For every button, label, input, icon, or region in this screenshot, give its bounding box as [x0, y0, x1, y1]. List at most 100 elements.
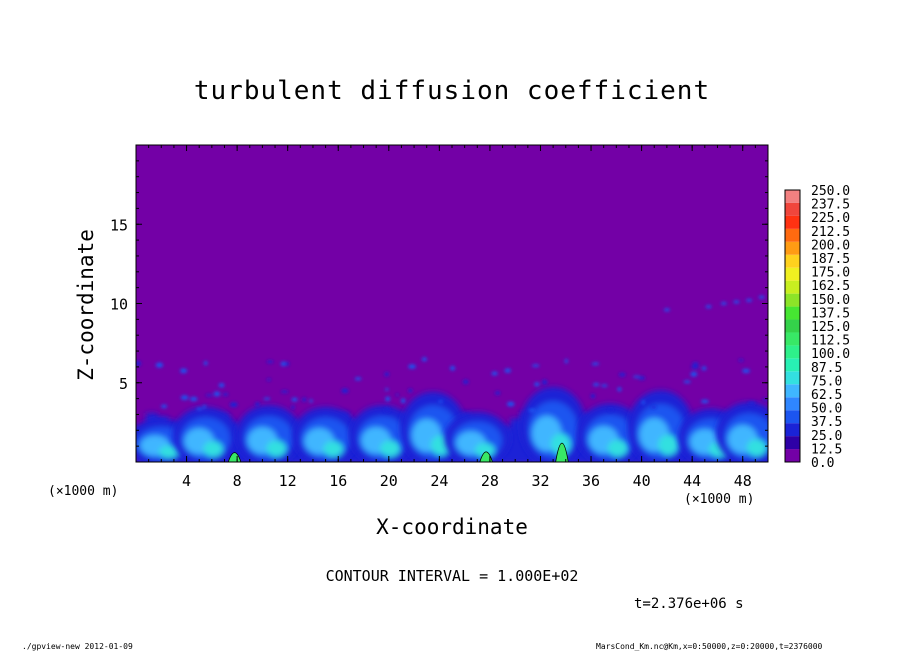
colorbar-swatch — [785, 228, 800, 242]
eddy — [263, 397, 271, 400]
x-unit-note-left: (×1000 m) — [48, 484, 119, 499]
eddies — [136, 295, 768, 413]
eddy — [385, 396, 391, 402]
x-axis-label: X-coordinate — [376, 515, 528, 539]
eddy — [701, 366, 707, 371]
colorbar-swatch — [785, 384, 800, 398]
time-label: t=2.376e+06 s — [634, 596, 744, 612]
eddy — [617, 387, 622, 392]
turbulent-plume — [172, 407, 239, 462]
eddy — [746, 298, 753, 302]
eddy — [491, 371, 498, 376]
plume-inner — [607, 439, 628, 457]
footer-left: ./gpview-new 2012-01-09 — [22, 642, 133, 651]
eddy — [747, 401, 756, 406]
eddy — [421, 357, 427, 362]
eddy — [608, 408, 613, 412]
eddy — [280, 390, 289, 393]
eddy — [683, 380, 691, 384]
eddy — [384, 372, 389, 377]
eddy — [720, 302, 727, 305]
eddy — [762, 398, 768, 401]
colorbar-label: 212.5 — [811, 225, 850, 240]
x-tick-label: 28 — [481, 472, 499, 490]
colorbar-label: 200.0 — [811, 238, 850, 253]
eddy — [408, 364, 416, 369]
y-tick-label: 10 — [110, 296, 128, 314]
colorbar-label: 175.0 — [811, 266, 850, 281]
colorbar-swatch — [785, 190, 800, 203]
colorbar-label: 237.5 — [811, 198, 850, 213]
colorbar-label: 50.0 — [811, 402, 842, 417]
heatmap-field — [136, 295, 768, 462]
colorbar-label: 100.0 — [811, 347, 850, 362]
x-tick-label: 20 — [380, 472, 398, 490]
turbulent-plume — [577, 403, 643, 462]
eddy — [506, 401, 515, 407]
eddy — [690, 371, 698, 377]
eddy — [218, 383, 225, 388]
colorbar-swatch — [785, 280, 800, 294]
turbulent-plume — [292, 407, 359, 462]
eddy — [354, 377, 362, 381]
x-tick-label: 8 — [233, 472, 242, 490]
x-tick-label: 4 — [182, 472, 191, 490]
y-tick-label: 15 — [110, 216, 128, 234]
colorbar-label: 137.5 — [811, 306, 850, 321]
plume-inner — [323, 441, 344, 457]
colorbar-label: 62.5 — [811, 388, 842, 403]
colorbar-label: 150.0 — [811, 293, 850, 308]
eddy — [633, 375, 641, 378]
eddy — [205, 394, 214, 397]
eddy — [733, 300, 740, 304]
x-tick-label: 36 — [582, 472, 600, 490]
eddy — [742, 368, 750, 374]
colorbar-label: 37.5 — [811, 415, 842, 430]
eddy — [395, 393, 399, 396]
plume-inner — [475, 442, 495, 458]
x-tick-label: 24 — [430, 472, 448, 490]
x-unit-note-right: (×1000 m) — [684, 492, 755, 507]
colorbar-label: 0.0 — [811, 456, 834, 471]
eddy — [592, 382, 600, 387]
eddy — [691, 365, 699, 369]
x-tick-label: 48 — [734, 472, 752, 490]
colorbar-swatch — [785, 319, 800, 333]
eddy — [160, 404, 168, 409]
turbulent-plume — [716, 402, 768, 462]
colorbar-swatch — [785, 423, 800, 437]
eddy — [590, 394, 595, 399]
eddy — [309, 399, 313, 403]
eddy — [266, 360, 274, 363]
chart-title: turbulent diffusion coefficient — [193, 76, 711, 106]
x-tick-label: 32 — [531, 472, 549, 490]
colorbar-swatch — [785, 410, 800, 424]
eddy — [641, 400, 645, 405]
eddy — [705, 305, 712, 309]
eddy — [229, 402, 238, 408]
plume-inner — [658, 434, 679, 456]
eddy — [651, 405, 657, 409]
eddy — [449, 365, 456, 371]
eddy — [504, 368, 511, 373]
plume-inner — [380, 440, 400, 457]
colorbar-label: 75.0 — [811, 374, 842, 389]
turbulent-plume — [627, 390, 694, 462]
colorbar-swatch — [785, 306, 800, 320]
colorbar-swatch — [785, 293, 800, 307]
eddy — [692, 362, 699, 366]
colorbar-label: 225.0 — [811, 211, 850, 226]
eddy — [385, 388, 389, 391]
turbulent-plume — [349, 405, 416, 462]
eddy — [495, 391, 501, 395]
x-tick-label: 12 — [279, 472, 297, 490]
colorbar-swatch — [785, 332, 800, 346]
eddy — [564, 358, 568, 364]
colorbar-swatch — [785, 436, 800, 450]
plume-inner — [159, 445, 179, 458]
colorbar-swatch — [785, 254, 800, 268]
footer-right: MarsCond_Km.nc@Km,x=0:50000,z=0:20000,t=… — [596, 642, 823, 651]
turbulent-plume — [235, 405, 302, 462]
